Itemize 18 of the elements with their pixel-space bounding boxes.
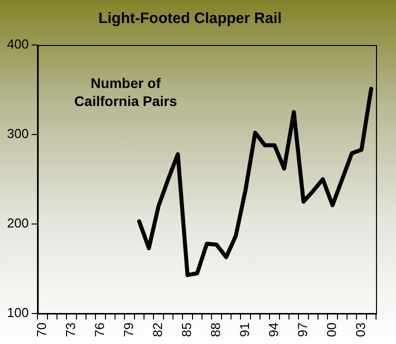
y-tick-label: 400 <box>6 36 29 52</box>
x-tick-label: 85 <box>179 322 194 338</box>
x-tick-label: 70 <box>34 322 50 338</box>
annotation: Number of Cailfornia Pairs <box>74 74 178 109</box>
x-tick-label: 73 <box>63 322 78 338</box>
x-tick-label: 88 <box>208 322 224 338</box>
x-tick-label: 76 <box>92 322 108 338</box>
x-tick-label: 79 <box>121 322 136 338</box>
x-tick-label: 00 <box>324 322 340 338</box>
x-tick-label: 91 <box>237 322 252 338</box>
x-tick-label: 82 <box>150 322 166 338</box>
y-tick-label: 300 <box>6 126 29 142</box>
y-tick-label: 200 <box>6 216 29 231</box>
x-tick-label: 97 <box>295 322 310 338</box>
x-tick-label: 03 <box>353 322 368 338</box>
x-tick-label: 94 <box>266 322 282 338</box>
chart-title: Light-Footed Clapper Rail <box>98 10 282 28</box>
y-tick-label: 100 <box>6 305 29 320</box>
